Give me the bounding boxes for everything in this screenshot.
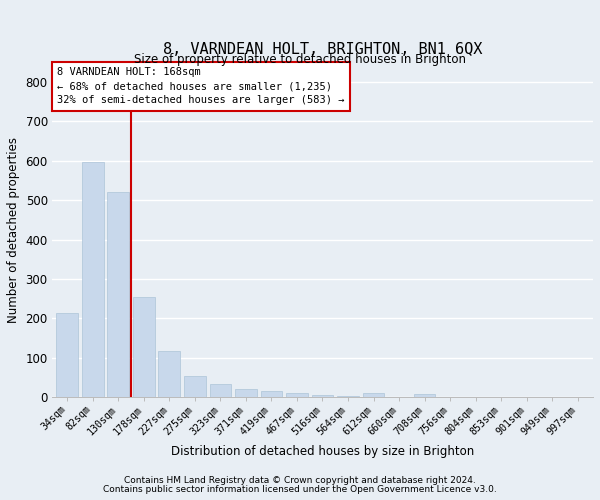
Bar (414, 394, 436, 398)
Text: Contains public sector information licensed under the Open Government Licence v3: Contains public sector information licen… (103, 485, 497, 494)
Bar (286, 394, 308, 398)
Bar (82, 162, 104, 398)
Y-axis label: Number of detached properties: Number of detached properties (7, 137, 20, 323)
Bar (107, 192, 129, 398)
Bar (311, 396, 334, 398)
Bar (56, 314, 78, 398)
X-axis label: Distribution of detached houses by size in Brighton: Distribution of detached houses by size … (171, 445, 474, 458)
Text: 8 VARNDEAN HOLT: 168sqm
← 68% of detached houses are smaller (1,235)
32% of semi: 8 VARNDEAN HOLT: 168sqm ← 68% of detache… (58, 68, 345, 106)
Title: 8, VARNDEAN HOLT, BRIGHTON, BN1 6QX: 8, VARNDEAN HOLT, BRIGHTON, BN1 6QX (163, 42, 482, 57)
Bar (133, 297, 155, 398)
Bar (158, 350, 180, 398)
Text: Size of property relative to detached houses in Brighton: Size of property relative to detached ho… (134, 52, 466, 66)
Bar (235, 390, 257, 398)
Bar (260, 390, 282, 398)
Bar (362, 394, 385, 398)
Bar (184, 376, 206, 398)
Bar (337, 396, 359, 398)
Text: Contains HM Land Registry data © Crown copyright and database right 2024.: Contains HM Land Registry data © Crown c… (124, 476, 476, 485)
Bar (209, 384, 231, 398)
